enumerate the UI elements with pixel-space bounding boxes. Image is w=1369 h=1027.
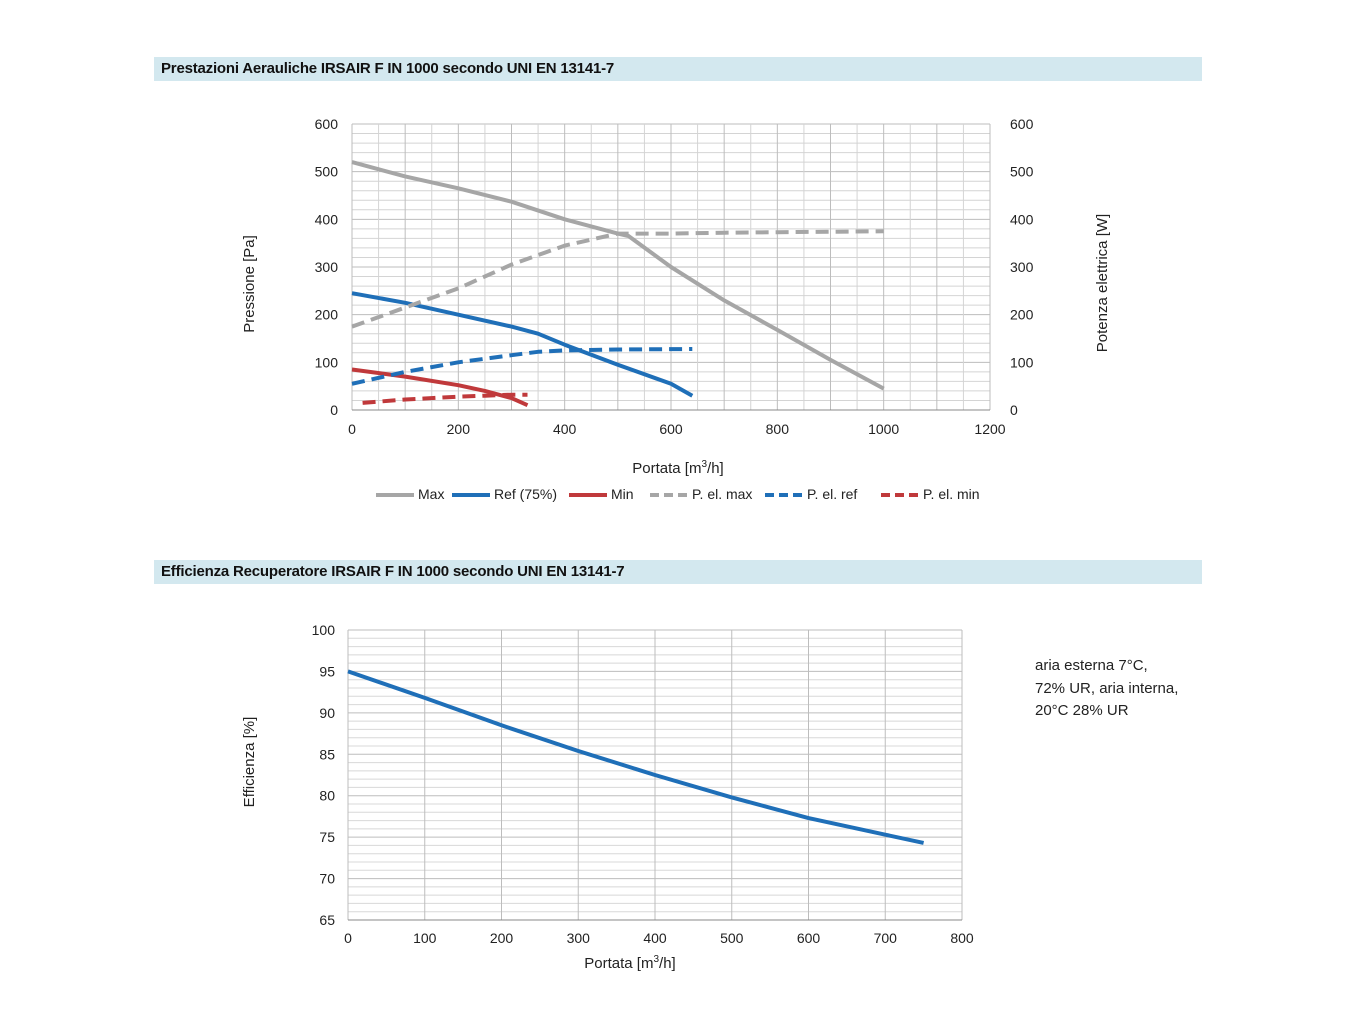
y-tick-label: 80 (319, 788, 335, 804)
chart2-ticks: 0 100 200 300 400 500 600 700 800 65 70 75 80 85 90 95 1… (312, 622, 974, 946)
x-tick-label: 500 (720, 930, 744, 946)
y-right-tick-label: 500 (1010, 164, 1034, 180)
chart2-grid (347, 629, 963, 921)
series-p-el-min (362, 392, 528, 405)
x-tick-label: 400 (643, 930, 667, 946)
section-header-efficiency: Efficienza Recuperatore IRSAIR F IN 1000… (154, 560, 1202, 584)
efficiency-conditions-note: aria esterna 7°C, 72% UR, aria interna, … (1035, 655, 1205, 723)
x-tick-label: 0 (344, 930, 352, 946)
x-tick-label: 300 (567, 930, 591, 946)
chart2-series (347, 669, 925, 845)
section-header-aeraulic: Prestazioni Aerauliche IRSAIR F IN 1000 … (154, 57, 1202, 81)
y-tick-label: 65 (319, 912, 335, 928)
note-line: aria esterna 7°C, (1035, 657, 1148, 674)
series-efficienza (347, 669, 925, 845)
y-right-tick-label: 400 (1010, 211, 1034, 227)
x-tick-label: 200 (490, 930, 514, 946)
y-left-tick-label: 200 (315, 307, 339, 323)
legend-label: Min (611, 486, 634, 502)
x-tick-label: 1000 (868, 421, 899, 437)
legend-label: Max (418, 486, 444, 502)
y-tick-label: 70 (319, 871, 335, 887)
x-tick-label: 100 (413, 930, 437, 946)
series-p-el-ref (351, 347, 693, 386)
x-tick-label: 0 (348, 421, 356, 437)
legend-label: P. el. min (923, 486, 980, 502)
note-line: 20°C 28% UR (1035, 702, 1129, 719)
y-left-tick-label: 500 (315, 164, 339, 180)
legend-label: Ref (75%) (494, 486, 557, 502)
series-p-el-max (351, 229, 884, 329)
aeraulic-chart: 0 200 400 600 800 1000 12000100200300400500600… (241, 116, 1111, 502)
legend-label: P. el. ref (807, 486, 857, 502)
x-tick-label: 700 (874, 930, 898, 946)
y-right-tick-label: 200 (1010, 307, 1034, 323)
legend-label: P. el. max (692, 486, 752, 502)
y-tick-label: 95 (319, 663, 335, 679)
note-line: 72% UR, aria interna, (1035, 679, 1179, 697)
y-tick-label: 100 (312, 622, 336, 638)
x-tick-label: 400 (553, 421, 577, 437)
x-tick-label: 200 (447, 421, 471, 437)
y-right-tick-label: 0 (1010, 402, 1018, 418)
chart1-ticks: 0 200 400 600 800 1000 12000100200300400500600… (315, 116, 1034, 437)
y-left-tick-label: 0 (330, 402, 338, 418)
x-tick-label: 800 (766, 421, 790, 437)
chart1-series (351, 160, 885, 408)
y-right-tick-label: 100 (1010, 354, 1034, 370)
x-tick-label: 600 (797, 930, 821, 946)
chart1-grid (351, 123, 991, 411)
chart1-xlabel: Portata [m3/h] (632, 459, 723, 477)
section-title-efficiency: Efficienza Recuperatore IRSAIR F IN 1000… (161, 563, 625, 580)
y-tick-label: 90 (319, 705, 335, 721)
y-left-tick-label: 400 (315, 211, 339, 227)
x-tick-label: 600 (659, 421, 683, 437)
chart1-legend: Max Ref (75%) Min P. el. max P. el. ref P. el… (376, 486, 980, 502)
y-left-tick-label: 100 (315, 354, 339, 370)
y-tick-label: 75 (319, 829, 335, 845)
x-tick-label: 800 (950, 930, 974, 946)
x-tick-label: 1200 (974, 421, 1005, 437)
series-ref-75 (351, 291, 694, 398)
y-tick-label: 85 (319, 746, 335, 762)
y-left-tick-label: 300 (315, 259, 339, 275)
y-right-tick-label: 300 (1010, 259, 1034, 275)
chart2-ylabel: Efficienza [%] (241, 717, 258, 808)
y-right-tick-label: 600 (1010, 116, 1034, 132)
chart2-xlabel: Portata [m3/h] (584, 954, 675, 972)
section-title-aeraulic: Prestazioni Aerauliche IRSAIR F IN 1000 … (161, 60, 615, 77)
chart1-ylabel-left: Pressione [Pa] (241, 235, 258, 333)
chart1-ylabel-right: Potenza elettrica [W] (1094, 214, 1111, 352)
y-left-tick-label: 600 (315, 116, 339, 132)
